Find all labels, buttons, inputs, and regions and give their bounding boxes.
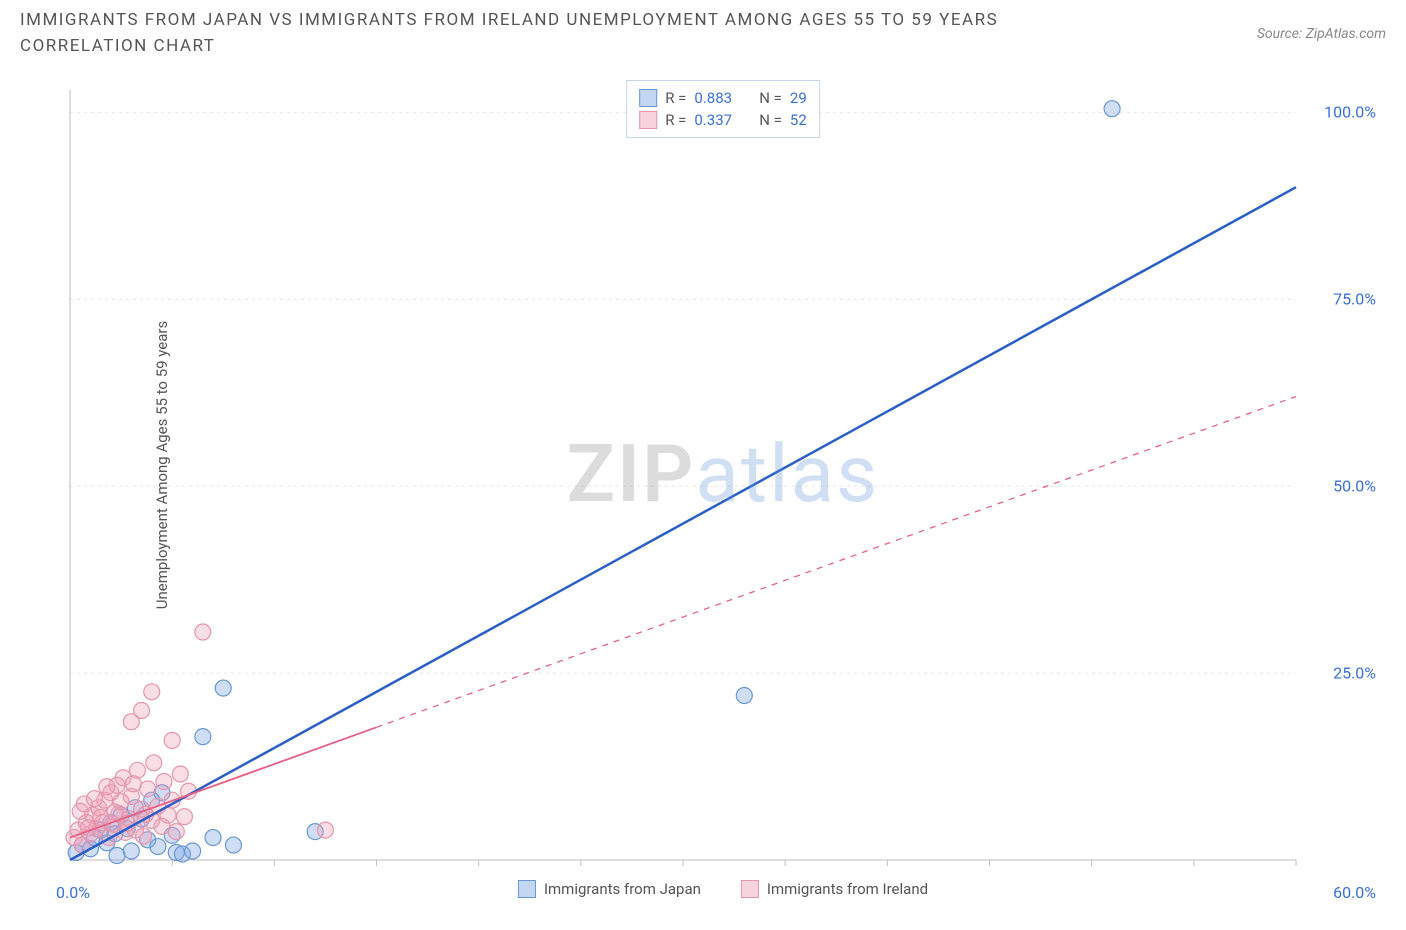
x-axis-origin-label: 0.0%: [56, 883, 90, 902]
data-point: [136, 828, 152, 844]
legend-n-value: 29: [790, 89, 807, 107]
y-axis-tick-label: 50.0%: [1333, 477, 1376, 496]
legend-r-value: 0.883: [694, 89, 732, 107]
data-point: [317, 822, 333, 838]
legend-n-label: N =: [759, 89, 782, 107]
data-point: [205, 830, 221, 846]
data-point: [125, 776, 141, 792]
data-point: [93, 809, 109, 825]
series-legend-item: Immigrants from Japan: [518, 880, 701, 898]
correlation-legend: R = 0.883 N = 29R = 0.337 N = 52: [626, 80, 820, 138]
data-point: [164, 732, 180, 748]
scatter-plot-svg: [60, 80, 1386, 900]
data-point: [195, 624, 211, 640]
chart-area: ZIPatlas R = 0.883 N = 29R = 0.337 N = 5…: [60, 80, 1386, 900]
legend-r-label: R =: [665, 111, 686, 129]
y-axis-tick-label: 100.0%: [1324, 103, 1376, 122]
data-point: [215, 680, 231, 696]
data-point: [225, 837, 241, 853]
data-point: [168, 824, 184, 840]
series-legend-label: Immigrants from Ireland: [767, 880, 928, 898]
data-point: [185, 843, 201, 859]
legend-r-label: R =: [665, 89, 686, 107]
legend-swatch: [639, 111, 657, 129]
data-point: [172, 766, 188, 782]
data-point: [1104, 101, 1120, 117]
series-legend: Immigrants from Japan Immigrants from Ire…: [518, 880, 928, 898]
data-point: [195, 729, 211, 745]
series-legend-item: Immigrants from Ireland: [741, 880, 928, 898]
source-attribution: Source: ZipAtlas.com: [1257, 8, 1386, 42]
data-point: [99, 779, 115, 795]
legend-n-value: 52: [790, 111, 807, 129]
trend-line-dashed: [377, 397, 1297, 728]
data-point: [123, 843, 139, 859]
trend-line-solid: [70, 187, 1296, 860]
legend-swatch: [741, 880, 759, 898]
y-axis-tick-label: 75.0%: [1333, 290, 1376, 309]
x-axis-max-label: 60.0%: [1333, 883, 1376, 902]
chart-title: IMMIGRANTS FROM JAPAN VS IMMIGRANTS FROM…: [20, 8, 1120, 59]
y-axis-tick-label: 25.0%: [1333, 664, 1376, 683]
legend-swatch: [518, 880, 536, 898]
data-point: [176, 809, 192, 825]
data-point: [736, 688, 752, 704]
data-point: [109, 848, 125, 864]
data-point: [113, 794, 129, 810]
data-point: [87, 791, 103, 807]
data-point: [156, 774, 172, 790]
data-point: [123, 714, 139, 730]
legend-r-value: 0.337: [694, 111, 732, 129]
data-point: [140, 781, 156, 797]
data-point: [144, 684, 160, 700]
legend-n-label: N =: [759, 111, 782, 129]
data-point: [150, 839, 166, 855]
data-point: [146, 755, 162, 771]
legend-row: R = 0.337 N = 52: [639, 109, 807, 131]
legend-row: R = 0.883 N = 29: [639, 87, 807, 109]
legend-swatch: [639, 89, 657, 107]
series-legend-label: Immigrants from Japan: [544, 880, 701, 898]
